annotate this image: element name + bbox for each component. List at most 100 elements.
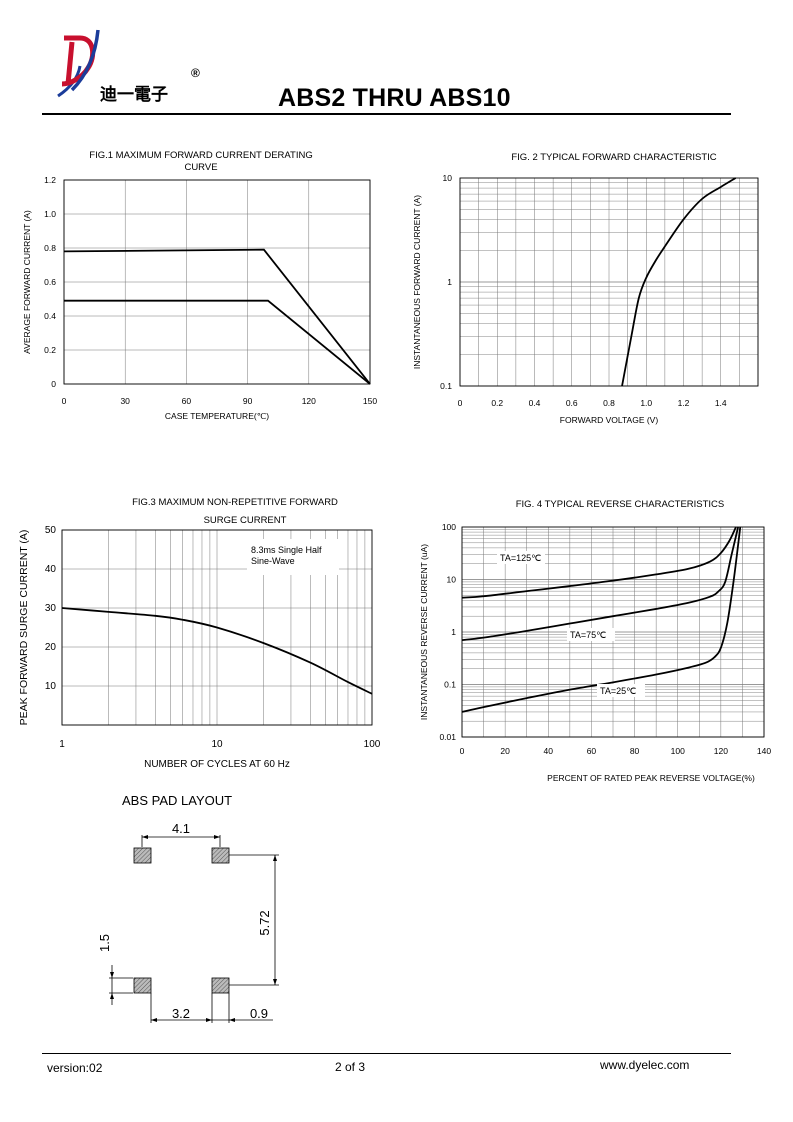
company-logo <box>50 28 110 100</box>
fig1-xtick: 150 <box>363 396 377 406</box>
fig2-frame <box>459 177 759 387</box>
fig1-ytick: 0.2 <box>44 345 56 355</box>
fig3-annotation-line2: Sine-Wave <box>251 556 295 566</box>
fig2-xtick: 0.4 <box>529 398 541 408</box>
footer-website[interactable]: www.dyelec.com <box>600 1058 690 1072</box>
fig4-ytick: 100 <box>442 522 456 532</box>
fig2-ytick: 1 <box>447 277 452 287</box>
fig4-title: FIG. 4 TYPICAL REVERSE CHARACTERISTICS <box>515 499 725 510</box>
fig3-title-line1: FIG.3 MAXIMUM NON-REPETITIVE FORWARD <box>132 497 338 508</box>
fig3-frame <box>61 529 373 726</box>
pad-layout-drawing: 4.1 5.72 1.5 3.2 0.9 <box>97 821 279 1023</box>
pad-layout-title: ABS PAD LAYOUT <box>122 793 233 808</box>
fig1-series-1 <box>64 299 371 385</box>
fig2-xtick: 1.2 <box>678 398 690 408</box>
fig1-xlabel: CASE TEMPERATURE(℃) <box>165 411 269 421</box>
fig4-ytick: 10 <box>447 575 457 585</box>
pad-bottom-right <box>211 977 230 994</box>
fig1-ytick: 1.2 <box>44 175 56 185</box>
fig3-annotation-line1: 8.3ms Single Half <box>251 545 322 555</box>
fig2-xtick: 0.8 <box>603 398 615 408</box>
fig3-ytick: 30 <box>45 603 57 614</box>
fig4-xtick: 20 <box>500 746 510 756</box>
fig2-series-0 <box>621 177 737 387</box>
header-rule <box>42 113 731 115</box>
pad-dim-bottom-right: 0.9 <box>250 1006 268 1021</box>
registered-mark: ® <box>191 66 200 80</box>
fig4-series-0 <box>461 526 737 599</box>
fig1-frame <box>63 179 371 385</box>
fig1-xtick: 60 <box>182 396 192 406</box>
fig2-ylabel: INSTANTANEOUS FORWARD CURRENT (A) <box>412 195 422 369</box>
fig2-xtick: 0.2 <box>491 398 503 408</box>
fig2-ytick: 0.1 <box>440 381 452 391</box>
fig3-xtick: 100 <box>364 739 381 750</box>
fig4-ytick: 1 <box>451 627 456 637</box>
brand-name: 迪一電子 <box>100 85 168 105</box>
fig1-title-line2: CURVE <box>184 162 218 173</box>
footer-page-number: 2 of 3 <box>335 1060 366 1074</box>
fig4-xtick: 60 <box>587 746 597 756</box>
fig4-series-1 <box>461 526 739 642</box>
fig1-ytick: 1.0 <box>44 209 56 219</box>
fig3-series-0 <box>61 607 373 695</box>
fig3-xlabel: NUMBER OF CYCLES AT 60 Hz <box>144 759 290 770</box>
pad-bottom-left <box>133 977 152 994</box>
footer-version: version:02 <box>47 1061 103 1075</box>
fig1-ytick: 0.4 <box>44 311 56 321</box>
fig4-xtick: 120 <box>714 746 728 756</box>
fig2-xtick: 0.6 <box>566 398 578 408</box>
fig2-grid <box>459 178 759 387</box>
fig3-ytick: 10 <box>45 681 57 692</box>
fig2-chart: 0 0.2 0.4 0.6 0.8 1.0 1.2 1.4 0.1 1 10 FORWARD VOLT… <box>412 173 759 425</box>
fig4-label-t75: TA=75℃ <box>570 630 606 640</box>
pad-dim-right: 5.72 <box>257 910 272 935</box>
pad-dim-left: 1.5 <box>97 934 112 952</box>
fig1-xtick: 120 <box>302 396 316 406</box>
footer-rule <box>42 1053 731 1054</box>
fig4-label-bg-t125 <box>497 551 545 564</box>
fig2-xtick: 1.0 <box>640 398 652 408</box>
pad-dim-bottom-mid: 3.2 <box>172 1006 190 1021</box>
fig1-chart: 0 30 60 90 120 150 0 0.2 0.4 0.6 0.8 1.0 1.2 CASE TEM… <box>22 175 377 421</box>
fig1-xtick: 0 <box>62 396 67 406</box>
fig4-xtick: 100 <box>671 746 685 756</box>
pad-top-right <box>211 847 230 864</box>
fig2-title: FIG. 2 TYPICAL FORWARD CHARACTERISTIC <box>511 152 717 163</box>
pad-top-left <box>133 847 152 864</box>
fig4-series-2 <box>461 526 742 713</box>
fig3-xtick: 1 <box>59 739 65 750</box>
fig3-annotation-bg <box>247 539 339 575</box>
fig2-xtick: 1.4 <box>715 398 727 408</box>
fig1-ylabel: AVERAGE FORWARD CURRENT (A) <box>22 210 32 354</box>
pad-dim-top: 4.1 <box>172 821 190 836</box>
fig3-ytick: 20 <box>45 642 57 653</box>
fig4-label-bg-t75 <box>567 628 615 641</box>
fig1-xtick: 90 <box>243 396 253 406</box>
fig4-xlabel: PERCENT OF RATED PEAK REVERSE VOLTAGE(%) <box>547 773 755 783</box>
fig1-title-line1: FIG.1 MAXIMUM FORWARD CURRENT DERATING <box>89 150 313 161</box>
logo-mark <box>57 29 100 98</box>
fig4-label-t125: TA=125℃ <box>500 553 541 563</box>
fig3-ytick: 40 <box>45 564 57 575</box>
fig1-grid <box>63 179 371 385</box>
fig4-label-bg-t25 <box>597 684 645 697</box>
fig4-xtick: 40 <box>544 746 554 756</box>
fig3-xtick: 10 <box>211 739 223 750</box>
fig1-ytick: 0.6 <box>44 277 56 287</box>
fig4-xtick: 140 <box>757 746 771 756</box>
fig4-xtick: 0 <box>460 746 465 756</box>
fig1-xtick: 30 <box>120 396 130 406</box>
fig4-xtick: 80 <box>630 746 640 756</box>
fig4-ytick: 0.01 <box>439 732 456 742</box>
fig2-xlabel: FORWARD VOLTAGE (V) <box>560 415 659 425</box>
fig1-ytick: 0 <box>51 379 56 389</box>
fig4-frame <box>461 526 765 738</box>
fig1-series-0 <box>63 248 371 385</box>
fig4-ylabel: INSTANTANEOUS REVERSE CURRENT (uA) <box>419 544 429 720</box>
fig4-label-t25: TA=25℃ <box>600 686 636 696</box>
fig2-ytick: 10 <box>443 173 453 183</box>
fig3-chart: 1 10 100 10 20 30 40 50 NUMBER OF CYCLES AT 60 H… <box>18 525 381 770</box>
fig4-chart: 0 20 40 60 80 100 120 140 0.01 0.1 1 10 100 PERCENT O… <box>419 522 771 783</box>
fig3-title-line2: SURGE CURRENT <box>203 515 287 526</box>
